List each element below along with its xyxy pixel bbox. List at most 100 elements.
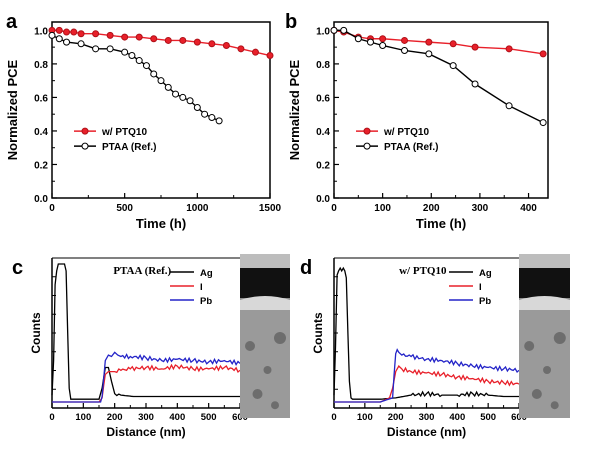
x-tick-label-400: 400 — [449, 412, 465, 423]
data-point-ptaa-ref — [164, 83, 172, 91]
image-grain — [245, 341, 255, 351]
panel-a: 0 500 1000 1500 0.0 0.2 0.4 0.6 0.8 1.0 Time (h) No… — [5, 11, 282, 231]
x-tick-label-300: 300 — [419, 412, 435, 423]
panel-letter-d: d — [300, 257, 312, 279]
data-point-ptaa-ref — [539, 119, 547, 127]
y-tick-label-0-4: 0.4 — [316, 127, 330, 138]
data-point-w-ptq10 — [121, 33, 129, 41]
data-point-w-ptq10 — [449, 40, 457, 48]
data-point-ptaa-ref — [330, 26, 338, 34]
image-grain — [553, 332, 566, 344]
image-bright-band — [519, 296, 570, 310]
data-point-w-ptq10 — [539, 50, 547, 58]
data-point-ptaa-ref — [172, 90, 180, 98]
data-point-ptaa-ref — [157, 77, 165, 85]
x-axis-label: Distance (nm) — [106, 425, 185, 439]
data-point-ptaa-ref — [55, 35, 63, 43]
image-dark-layer — [240, 268, 290, 298]
data-point-ptaa-ref — [48, 31, 56, 39]
data-point-ptaa-ref — [142, 62, 150, 70]
data-point-ptaa-ref — [135, 57, 143, 65]
data-point-w-ptq10 — [179, 36, 187, 44]
panel-b: 0 100 200 300 400 0.0 0.2 0.4 0.6 0.8 1.0 Time (h) N… — [285, 11, 549, 231]
legend-label-w-ptq10: w/ PTQ10 — [101, 127, 147, 138]
x-tick-label-200: 200 — [388, 412, 404, 423]
data-point-ptaa-ref — [63, 38, 71, 46]
x-tick-label-500: 500 — [116, 203, 133, 214]
y-axis-label: Normalized PCE — [287, 59, 302, 160]
data-point-w-ptq10 — [401, 36, 409, 44]
image-top-layer — [519, 254, 570, 268]
data-point-w-ptq10 — [425, 38, 433, 46]
image-grain — [543, 366, 552, 374]
series-line-ag — [51, 263, 240, 400]
data-point-ptaa-ref — [208, 114, 216, 122]
data-point-ptaa-ref — [121, 48, 129, 56]
x-tick-label-100: 100 — [75, 412, 91, 423]
x-axis-label: Time (h) — [416, 216, 466, 231]
data-point-w-ptq10 — [222, 41, 230, 49]
data-point-w-ptq10 — [106, 31, 114, 39]
data-point-w-ptq10 — [70, 28, 78, 36]
x-tick-label-300: 300 — [138, 412, 154, 423]
y-tick-label-0-6: 0.6 — [316, 93, 330, 104]
data-point-ptaa-ref — [92, 45, 100, 53]
x-tick-label-0: 0 — [49, 203, 55, 214]
y-tick-label-0-2: 0.2 — [316, 160, 330, 171]
legend-marker-w-ptq10 — [363, 127, 371, 135]
y-tick-label-0-4: 0.4 — [34, 127, 48, 138]
legend-label-pb: Pb — [479, 296, 491, 307]
x-tick-label-400: 400 — [169, 412, 185, 423]
data-point-w-ptq10 — [379, 35, 387, 43]
data-point-w-ptq10 — [208, 40, 216, 48]
series-line-w-ptq10 — [52, 29, 271, 57]
image-bright-band — [240, 296, 290, 310]
data-point-w-ptq10 — [251, 48, 259, 56]
x-tick-label-500: 500 — [201, 412, 217, 423]
x-tick-label-100: 100 — [374, 203, 391, 214]
series-line-ag — [333, 266, 519, 400]
legend-marker-ptaa-ref — [81, 142, 89, 150]
data-point-ptaa-ref — [201, 110, 209, 118]
data-point-w-ptq10 — [135, 33, 143, 41]
data-point-w-ptq10 — [266, 52, 274, 60]
series-line-pb — [334, 348, 520, 403]
x-tick-label-500: 500 — [480, 412, 496, 423]
image-grain — [550, 401, 559, 410]
data-point-w-ptq10 — [77, 30, 85, 38]
x-tick-label-0: 0 — [331, 412, 336, 423]
x-tick-label-200: 200 — [107, 412, 123, 423]
data-point-w-ptq10 — [150, 35, 158, 43]
data-point-w-ptq10 — [505, 45, 513, 53]
x-tick-label-400: 400 — [520, 203, 537, 214]
cross-section-image — [519, 254, 570, 418]
data-point-w-ptq10 — [193, 38, 201, 46]
image-grain — [524, 341, 535, 351]
x-tick-label-0: 0 — [331, 203, 337, 214]
legend-label-ag: Ag — [479, 268, 492, 279]
data-point-w-ptq10 — [92, 30, 100, 38]
legend-label-i: I — [479, 282, 482, 293]
data-point-ptaa-ref — [340, 26, 348, 34]
legend-label-w-ptq10: w/ PTQ10 — [383, 127, 429, 138]
data-point-ptaa-ref — [179, 93, 187, 101]
panel-letter-a: a — [6, 11, 18, 33]
image-grain — [531, 389, 542, 399]
x-tick-label-0: 0 — [49, 412, 54, 423]
series-line-pb — [52, 351, 241, 403]
image-dark-layer — [519, 268, 570, 298]
x-tick-label-200: 200 — [423, 203, 440, 214]
legend-marker-ptaa-ref — [363, 142, 371, 150]
image-perovskite-layer — [519, 310, 570, 418]
data-point-ptaa-ref — [215, 117, 223, 125]
image-perovskite-layer — [240, 310, 290, 418]
x-tick-label-100: 100 — [357, 412, 373, 423]
y-tick-label-1-0: 1.0 — [34, 26, 48, 37]
image-grain — [263, 366, 272, 374]
image-grain — [274, 332, 286, 344]
plot-frame — [333, 21, 549, 199]
series-line-ptaa-ref — [334, 29, 544, 124]
data-point-ptaa-ref — [425, 50, 433, 58]
x-tick-label-1000: 1000 — [186, 203, 209, 214]
data-point-ptaa-ref — [186, 97, 194, 105]
